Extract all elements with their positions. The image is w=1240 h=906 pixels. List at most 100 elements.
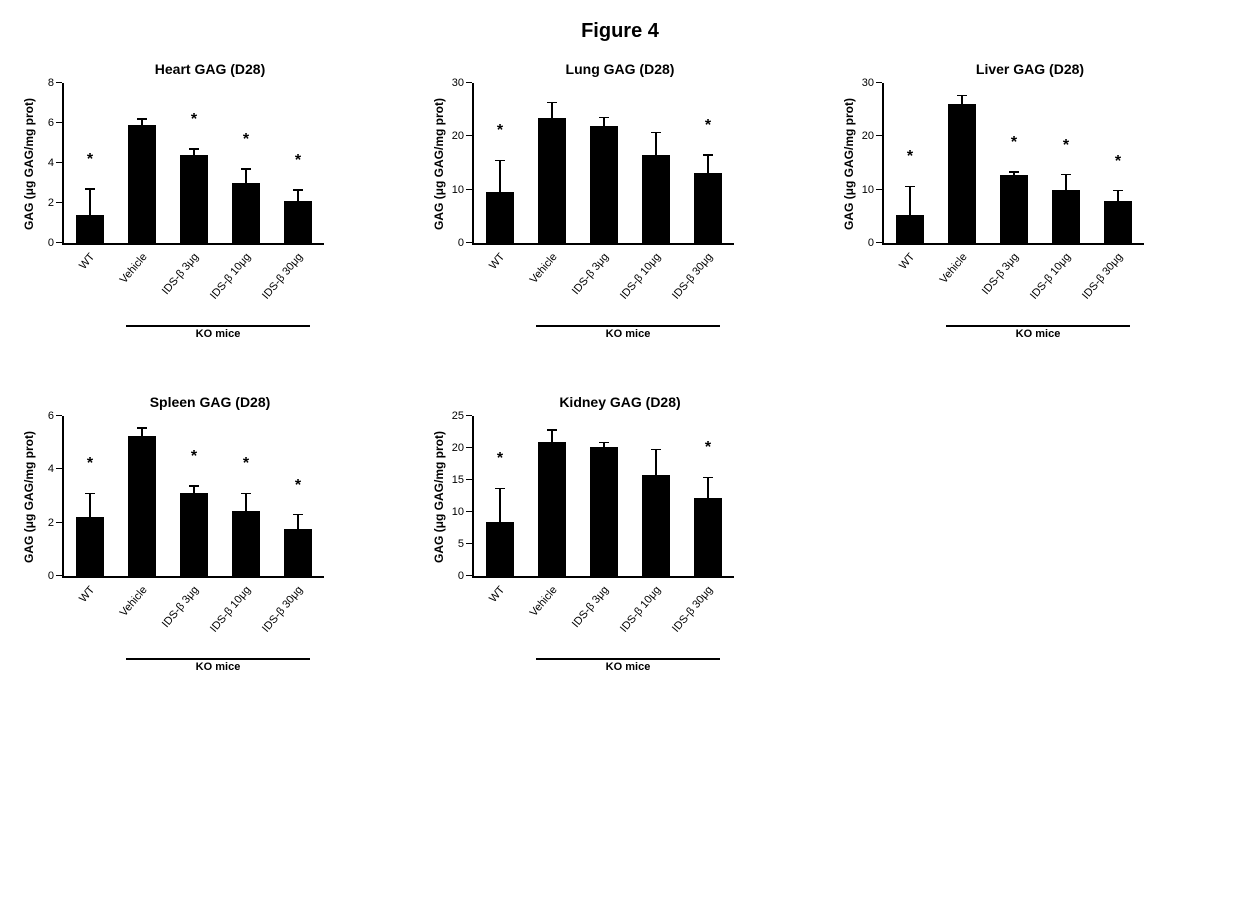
panel-lung: Lung GAG (D28)GAG (μg GAG/mg prot)010203… xyxy=(430,61,810,349)
ko-bracket: KO mice xyxy=(62,325,322,349)
error-bar xyxy=(297,190,299,201)
ko-bracket-label: KO mice xyxy=(196,661,241,673)
y-ticks: 0102030 xyxy=(446,83,472,243)
x-ticks: WTVehicleIDS-β 3μgIDS-β 10μgIDS-β 30μg xyxy=(62,578,322,658)
y-tick-label: 2 xyxy=(48,517,54,529)
panels-grid: Heart GAG (D28)GAG (μg GAG/mg prot)02468… xyxy=(20,61,1220,682)
below-plot-wrap: WTVehicleIDS-β 3μgIDS-β 10μgIDS-β 30μgKO… xyxy=(430,245,810,349)
error-bar-cap xyxy=(1009,171,1019,173)
x-tick-label: IDS-β 30μg xyxy=(260,251,305,302)
panel-title: Kidney GAG (D28) xyxy=(430,394,810,410)
ko-bracket-label: KO mice xyxy=(1016,328,1061,340)
bar xyxy=(1052,190,1081,243)
error-bar-cap xyxy=(1061,174,1071,176)
y-axis-label: GAG (μg GAG/mg prot) xyxy=(840,83,856,245)
error-bar-cap xyxy=(85,493,95,495)
error-bar xyxy=(909,186,911,215)
below-plot-wrap: WTVehicleIDS-β 3μgIDS-β 10μgIDS-β 30μg KO… xyxy=(840,245,1220,349)
x-tick-label: IDS-β 10μg xyxy=(208,251,253,302)
x-tick-label: IDS-β 30μg xyxy=(260,584,305,635)
error-bar-cap xyxy=(495,488,505,490)
error-bar-cap xyxy=(599,442,609,444)
error-bar-cap xyxy=(241,493,251,495)
ko-bracket-line xyxy=(536,658,721,660)
bar xyxy=(590,447,619,576)
bar xyxy=(486,522,515,576)
bar xyxy=(694,173,723,243)
bar xyxy=(1104,201,1133,243)
x-ticks: WTVehicleIDS-β 3μgIDS-β 10μgIDS-β 30μg xyxy=(62,245,322,325)
error-bar-cap xyxy=(651,132,661,134)
bar xyxy=(538,442,567,576)
y-tick-label: 10 xyxy=(452,506,464,518)
error-bar xyxy=(655,133,657,155)
error-bar xyxy=(141,119,143,125)
bar xyxy=(538,118,567,243)
y-axis-label: GAG (μg GAG/mg prot) xyxy=(20,83,36,245)
y-tick-label: 20 xyxy=(452,442,464,454)
error-bar-cap xyxy=(547,429,557,431)
error-bar-cap xyxy=(1113,190,1123,192)
y-tick-label: 0 xyxy=(48,570,54,582)
error-bar xyxy=(245,169,247,183)
ko-bracket-line xyxy=(126,658,311,660)
panel-title: Spleen GAG (D28) xyxy=(20,394,400,410)
error-bar xyxy=(551,430,553,442)
y-axis-label: GAG (μg GAG/mg prot) xyxy=(430,416,446,578)
error-bar xyxy=(141,428,143,436)
error-bar xyxy=(193,149,195,155)
error-bar-cap xyxy=(293,189,303,191)
x-ticks: WTVehicleIDS-β 3μgIDS-β 10μgIDS-β 30μg xyxy=(882,245,1142,325)
error-bar-cap xyxy=(137,427,147,429)
error-bar-cap xyxy=(241,168,251,170)
x-tick-label: IDS-β 10μg xyxy=(618,251,663,302)
error-bar-cap xyxy=(137,118,147,120)
bar xyxy=(896,215,925,243)
bar xyxy=(694,498,723,576)
error-bar-cap xyxy=(957,95,967,97)
ko-bracket-label: KO mice xyxy=(196,328,241,340)
y-tick-label: 0 xyxy=(868,237,874,249)
ko-bracket-label: KO mice xyxy=(606,661,651,673)
significance-marker: * xyxy=(295,477,301,495)
bar xyxy=(128,436,157,576)
x-tick-label: WT xyxy=(77,251,97,272)
y-tick-label: 30 xyxy=(452,77,464,89)
significance-marker: * xyxy=(243,455,249,473)
error-bar-cap xyxy=(85,188,95,190)
bar xyxy=(642,155,671,243)
significance-marker: * xyxy=(191,111,197,129)
error-bar xyxy=(499,488,501,521)
ko-bracket: KO mice xyxy=(472,325,732,349)
x-tick-label: IDS-β 30μg xyxy=(1080,251,1125,302)
below-plot-wrap: WTVehicleIDS-β 3μgIDS-β 10μgIDS-β 30μg KO… xyxy=(20,578,400,682)
y-tick-label: 10 xyxy=(862,184,874,196)
bar xyxy=(284,201,313,243)
x-tick-label: Vehicle xyxy=(117,251,149,286)
significance-marker: * xyxy=(497,122,503,140)
y-tick-label: 4 xyxy=(48,157,54,169)
y-tick-label: 8 xyxy=(48,77,54,89)
y-ticks: 02468 xyxy=(36,83,62,243)
y-tick-label: 25 xyxy=(452,410,464,422)
below-plot-wrap: WTVehicleIDS-β 3μgIDS-β 10μgIDS-β 30μgKO… xyxy=(20,245,400,349)
bar xyxy=(180,493,209,576)
bar xyxy=(948,104,977,243)
significance-marker: * xyxy=(907,148,913,166)
bar xyxy=(486,192,515,243)
x-tick-label: IDS-β 3μg xyxy=(160,584,201,630)
plot-area: **** xyxy=(62,83,324,245)
significance-marker: * xyxy=(191,448,197,466)
ko-bracket: KO mice xyxy=(882,325,1142,349)
panel-spleen: Spleen GAG (D28)GAG (μg GAG/mg prot)0246… xyxy=(20,394,400,682)
y-ticks: 0246 xyxy=(36,416,62,576)
error-bar xyxy=(245,493,247,510)
error-bar xyxy=(193,486,195,493)
error-bar-cap xyxy=(547,102,557,104)
y-tick-label: 5 xyxy=(458,538,464,550)
error-bar-cap xyxy=(495,160,505,162)
significance-marker: * xyxy=(705,117,711,135)
significance-marker: * xyxy=(705,439,711,457)
error-bar xyxy=(551,103,553,118)
error-bar xyxy=(707,477,709,497)
